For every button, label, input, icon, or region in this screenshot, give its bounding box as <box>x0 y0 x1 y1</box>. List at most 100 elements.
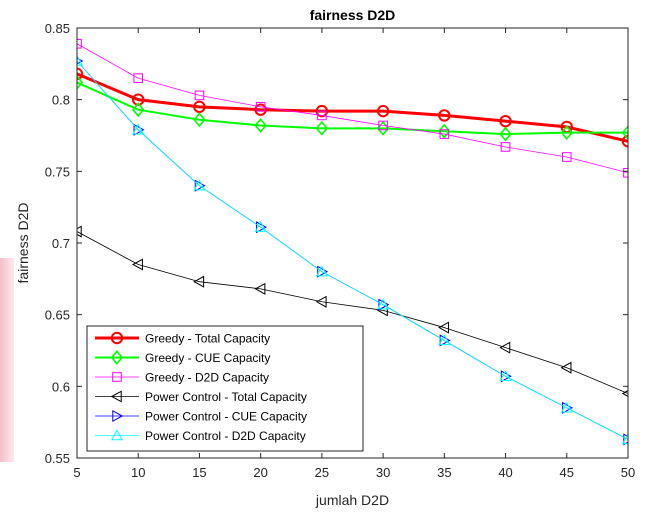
data-point-3-2 <box>193 275 205 288</box>
data-point-5-3 <box>254 221 267 232</box>
data-point-3-8 <box>560 361 572 374</box>
legend-marker-3 <box>110 390 122 403</box>
series-1 <box>77 75 628 142</box>
data-point-4-2 <box>194 179 206 192</box>
data-point-2-7 <box>500 142 511 152</box>
y-tick-label: 0.85 <box>45 21 70 36</box>
data-point-0-5 <box>376 104 390 118</box>
x-tick-label: 45 <box>560 465 574 480</box>
x-tick-label: 30 <box>376 465 390 480</box>
data-point-3-7 <box>499 341 511 354</box>
left-edge-watermark <box>0 258 14 462</box>
x-tick-label: 25 <box>315 465 329 480</box>
series-line-1 <box>77 81 628 136</box>
data-point-2-0 <box>77 38 82 49</box>
legend-item-4: Power Control - CUE Capacity <box>95 410 307 424</box>
data-point-1-7 <box>499 126 512 142</box>
data-point-0-4 <box>315 104 329 118</box>
y-tick-label: 0.7 <box>52 236 70 251</box>
legend-item-0: Greedy - Total Capacity <box>95 332 270 346</box>
data-point-1-9 <box>621 125 628 141</box>
chart-title: fairness D2D <box>310 7 396 23</box>
data-point-4-5 <box>378 298 390 311</box>
series-line-0 <box>77 72 628 143</box>
legend-marker-4 <box>112 409 124 423</box>
data-point-4-6 <box>439 334 451 347</box>
data-point-2-2 <box>194 90 205 101</box>
legend-item-5: Power Control - D2D Capacity <box>95 429 306 443</box>
y-tick-label: 0.65 <box>45 308 70 323</box>
data-point-1-1 <box>131 102 145 118</box>
data-point-1-0 <box>77 75 84 90</box>
legend-marker-5 <box>110 429 124 441</box>
data-point-2-9 <box>623 167 628 178</box>
data-point-3-4 <box>315 295 327 308</box>
x-tick-label: 10 <box>131 465 145 480</box>
x-tick-label: 5 <box>73 465 80 480</box>
x-tick-label: 35 <box>437 465 451 480</box>
y-tick-label: 0.75 <box>45 164 70 179</box>
data-point-5-4 <box>315 265 328 277</box>
data-point-3-3 <box>254 282 266 295</box>
data-point-0-2 <box>193 100 206 114</box>
data-point-0-3 <box>254 103 267 116</box>
data-point-5-0 <box>77 54 84 66</box>
data-point-0-1 <box>132 93 145 106</box>
data-point-5-9 <box>621 433 628 445</box>
y-tick-label: 0.6 <box>52 379 70 394</box>
series-2 <box>77 38 628 178</box>
data-point-3-0 <box>77 225 82 238</box>
data-point-2-6 <box>439 129 450 139</box>
data-point-1-3 <box>254 118 267 133</box>
data-point-2-4 <box>317 110 327 121</box>
data-point-5-1 <box>132 123 145 135</box>
x-tick-label: 20 <box>253 465 267 480</box>
y-tick-label: 0.55 <box>45 451 70 466</box>
y-axis-label: fairness D2D <box>15 203 31 284</box>
data-point-4-8 <box>562 401 574 414</box>
legend-label: Power Control - CUE Capacity <box>145 410 307 424</box>
data-point-5-7 <box>499 370 512 381</box>
data-point-4-1 <box>133 123 145 136</box>
data-point-4-7 <box>500 370 512 383</box>
data-point-2-3 <box>255 102 266 112</box>
data-point-2-5 <box>378 120 388 131</box>
x-tick-label: 15 <box>192 465 206 480</box>
series-line-5 <box>77 60 628 440</box>
legend-marker-0 <box>110 331 124 345</box>
legend-label: Power Control - D2D Capacity <box>145 429 306 443</box>
legend-item-3: Power Control - Total Capacity <box>95 390 307 404</box>
data-point-4-4 <box>317 265 329 278</box>
series-5 <box>77 54 628 445</box>
legend-marker-1 <box>110 350 124 365</box>
legend-item-2: Greedy - D2D Capacity <box>95 371 269 385</box>
x-tick-label: 50 <box>621 465 635 480</box>
y-tick-label: 0.8 <box>52 93 70 108</box>
legend: Greedy - Total Capacity Greedy - CUE Capa… <box>86 325 364 452</box>
x-tick-label: 40 <box>498 465 512 480</box>
series-0 <box>77 67 628 148</box>
series-line-3 <box>77 231 628 394</box>
legend-item-1: Greedy - CUE Capacity <box>95 350 270 365</box>
data-point-5-5 <box>377 298 390 310</box>
data-point-3-6 <box>438 321 450 334</box>
data-point-5-6 <box>438 334 451 346</box>
data-point-5-2 <box>193 179 206 191</box>
x-axis-label: jumlah D2D <box>315 492 389 508</box>
legend-box <box>86 325 364 452</box>
data-point-4-3 <box>255 221 267 234</box>
data-point-2-1 <box>133 73 144 83</box>
data-point-4-9 <box>623 433 628 446</box>
data-point-1-8 <box>560 125 574 141</box>
legend-label: Greedy - CUE Capacity <box>145 351 270 365</box>
legend-label: Greedy - D2D Capacity <box>145 371 269 385</box>
data-point-1-2 <box>193 112 206 128</box>
legend-label: Greedy - Total Capacity <box>145 332 270 346</box>
data-point-1-6 <box>438 123 451 139</box>
data-point-5-8 <box>560 401 573 413</box>
data-point-1-4 <box>315 120 329 136</box>
data-point-0-7 <box>499 114 512 128</box>
data-point-3-1 <box>131 258 143 271</box>
